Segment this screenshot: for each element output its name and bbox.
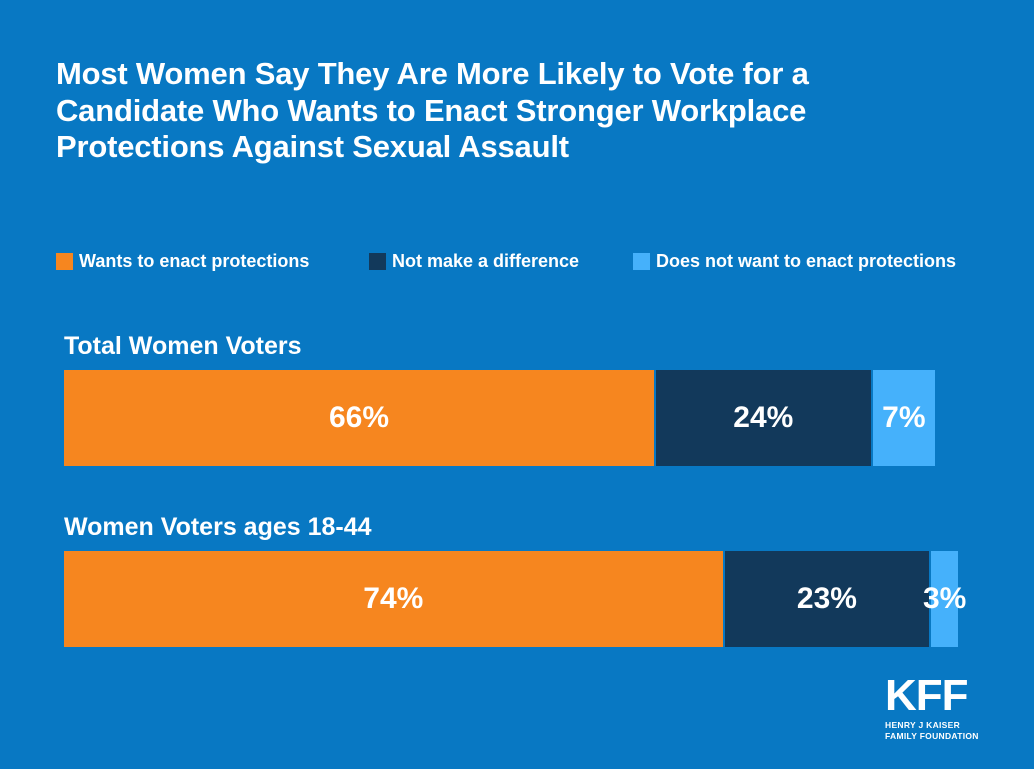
stacked-bar-total-women-voters: 66% 24% 7% (64, 370, 958, 466)
legend-item-wants-protections: Wants to enact protections (56, 251, 309, 272)
kff-logo-subtitle-line1: HENRY J KAISER (885, 720, 961, 730)
legend-label: Not make a difference (392, 251, 580, 271)
legend-item-not-make-difference: Not make a difference (369, 251, 579, 272)
stacked-bar-women-voters-18-44: 74% 23% 3% (64, 551, 966, 647)
segment-value-label: 24% (733, 401, 794, 434)
segment-value-label: 23% (796, 582, 857, 615)
category-label-total-women-voters: Total Women Voters (64, 332, 302, 360)
legend-label: Does not want to enact protections (656, 251, 957, 271)
segment-value-label: 66% (328, 401, 390, 434)
bar-segment-does-not-want: 7% (872, 370, 936, 466)
kff-logo-subtitle-line2: FAMILY FOUNDATION (885, 730, 979, 741)
legend-label: Wants to enact protections (79, 251, 310, 271)
chart-title-line: Most Women Say They Are More Likely to V… (56, 56, 809, 91)
kff-logo-brand: KFF (885, 671, 969, 720)
legend-item-does-not-want: Does not want to enact protections (633, 251, 956, 272)
bar-segment-does-not-want: 3% (923, 551, 966, 647)
bar-segment-wants-protections: 66% (64, 370, 655, 466)
legend-swatch-orange (56, 253, 73, 270)
bar-segment-wants-protections: 74% (64, 551, 723, 647)
legend-swatch-navy (369, 253, 386, 270)
bar-segment-not-make-difference: 24% (656, 370, 871, 466)
segment-value-label: 74% (363, 582, 424, 615)
segment-value-label: 7% (882, 401, 926, 434)
category-label-women-voters-18-44: Women Voters ages 18-44 (64, 513, 372, 541)
bar-segment-not-make-difference: 23% (724, 551, 930, 647)
legend-swatch-light-blue (633, 253, 650, 270)
chart-title-line: Protections Against Sexual Assault (56, 129, 569, 164)
kff-logo: KFF HENRY J KAISER FAMILY FOUNDATION (885, 671, 979, 741)
segment-value-label: 3% (922, 582, 967, 615)
chart-title: Most Women Say They Are More Likely to V… (56, 56, 809, 166)
chart-title-line: Candidate Who Wants to Enact Stronger Wo… (56, 92, 807, 128)
